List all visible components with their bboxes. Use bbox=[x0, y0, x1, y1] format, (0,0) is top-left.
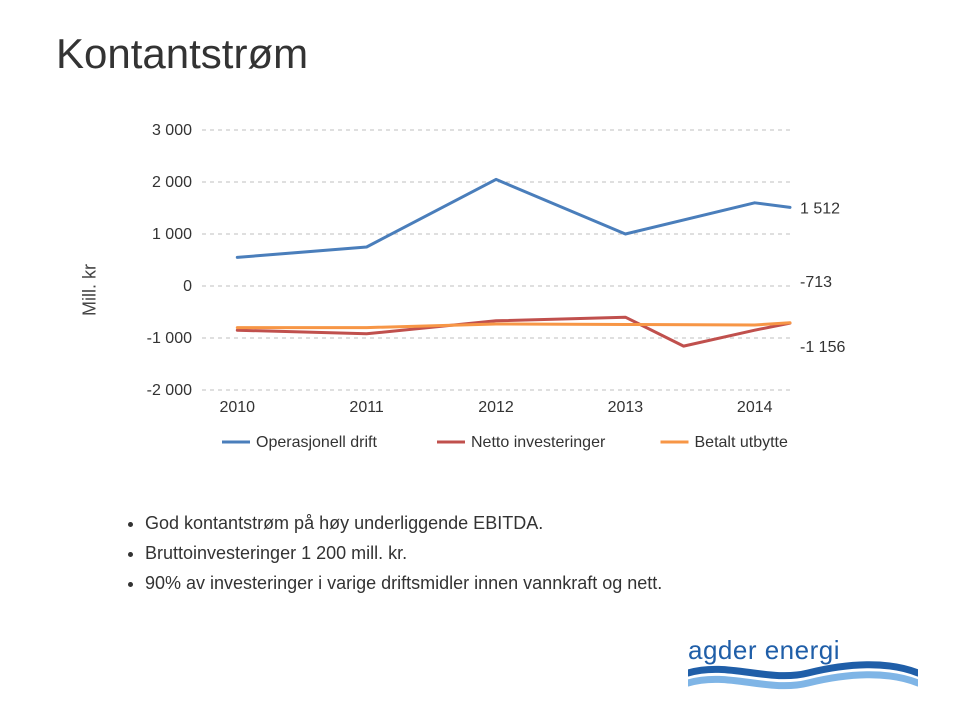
series-mid-label: -1 156 bbox=[800, 339, 845, 356]
y-axis-label: Mill. kr bbox=[80, 245, 101, 335]
x-tick-label: 2012 bbox=[478, 399, 514, 416]
x-tick-label: 2013 bbox=[608, 399, 644, 416]
series-end-label: 1 512 bbox=[800, 200, 840, 217]
x-tick-label: 2011 bbox=[349, 399, 384, 416]
legend-label: Netto investeringer bbox=[471, 434, 606, 451]
bullet-list: God kontantstrøm på høy underliggende EB… bbox=[125, 510, 845, 600]
bullet-item: Bruttoinvesteringer 1 200 mill. kr. bbox=[145, 540, 845, 568]
legend-label: Betalt utbytte bbox=[695, 434, 788, 451]
legend-label: Operasjonell drift bbox=[256, 434, 378, 451]
x-tick-label: 2014 bbox=[737, 399, 773, 416]
series-end-label: -713 bbox=[800, 274, 832, 291]
logo-text: agder energi bbox=[688, 635, 840, 665]
line-chart: 3 000 2 000 1 000 0 -1 000 -2 000 2010 2011 2012… bbox=[130, 120, 850, 460]
y-tick-label: 0 bbox=[183, 278, 192, 295]
agder-energi-logo: agder energi bbox=[688, 631, 918, 691]
y-tick-label: -1 000 bbox=[147, 330, 192, 347]
y-tick-label: 3 000 bbox=[152, 122, 192, 139]
series-line bbox=[237, 323, 790, 328]
chart-svg: 3 000 2 000 1 000 0 -1 000 -2 000 2010 2011 2012… bbox=[130, 120, 850, 460]
series-line bbox=[237, 179, 790, 257]
y-tick-label: -2 000 bbox=[147, 382, 192, 399]
x-tick-label: 2010 bbox=[219, 399, 255, 416]
page-title: Kontantstrøm bbox=[56, 30, 308, 78]
bullet-item: 90% av investeringer i varige driftsmidl… bbox=[145, 570, 845, 598]
bullet-item: God kontantstrøm på høy underliggende EB… bbox=[145, 510, 845, 538]
series-line bbox=[237, 317, 790, 346]
y-tick-label: 1 000 bbox=[152, 226, 192, 243]
y-tick-label: 2 000 bbox=[152, 174, 192, 191]
